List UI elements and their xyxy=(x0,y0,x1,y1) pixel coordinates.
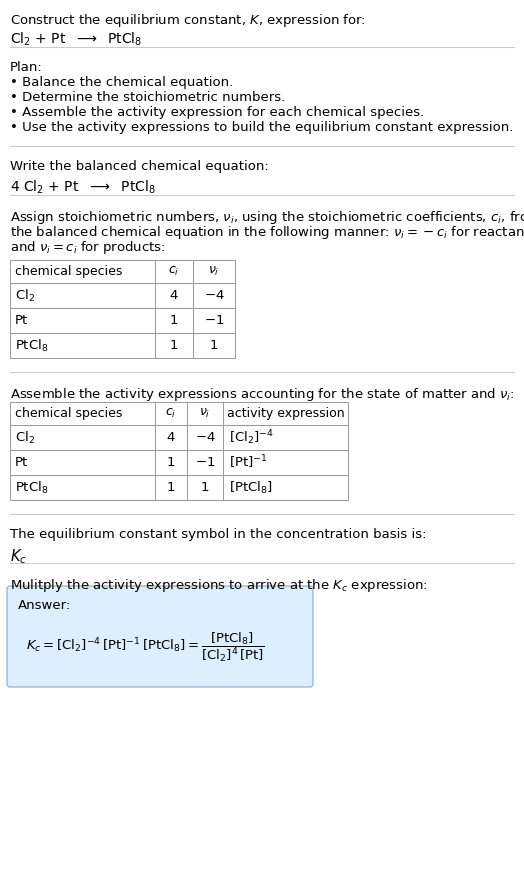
Text: $\nu_i$: $\nu_i$ xyxy=(209,265,220,278)
Text: $\nu_i$: $\nu_i$ xyxy=(199,407,211,420)
Text: $K_c = [\mathrm{Cl_2}]^{-4}\,[\mathrm{Pt}]^{-1}\,[\mathrm{PtCl_8}] = \dfrac{[\ma: $K_c = [\mathrm{Cl_2}]^{-4}\,[\mathrm{Pt… xyxy=(26,630,265,664)
Text: $K_c$: $K_c$ xyxy=(10,547,27,566)
Text: Assign stoichiometric numbers, $\nu_i$, using the stoichiometric coefficients, $: Assign stoichiometric numbers, $\nu_i$, … xyxy=(10,209,524,226)
Text: Pt: Pt xyxy=(15,314,28,327)
Text: 1: 1 xyxy=(167,456,175,469)
Text: Pt: Pt xyxy=(15,456,28,469)
Text: $\mathrm{Cl_2}$: $\mathrm{Cl_2}$ xyxy=(15,429,35,446)
Bar xyxy=(10,402,348,425)
Text: $\mathrm{Cl_2}$ + Pt  $\longrightarrow$  $\mathrm{PtCl_8}$: $\mathrm{Cl_2}$ + Pt $\longrightarrow$ $… xyxy=(10,31,143,48)
Text: 4: 4 xyxy=(170,289,178,302)
Text: activity expression: activity expression xyxy=(227,407,344,420)
Text: $\mathrm{Cl_2}$: $\mathrm{Cl_2}$ xyxy=(15,288,35,304)
Text: $-1$: $-1$ xyxy=(195,456,215,469)
Text: $\mathrm{PtCl_8}$: $\mathrm{PtCl_8}$ xyxy=(15,479,49,495)
Bar xyxy=(10,333,235,358)
Text: chemical species: chemical species xyxy=(15,265,123,278)
Text: • Balance the chemical equation.: • Balance the chemical equation. xyxy=(10,76,233,89)
Text: $[\mathrm{Pt}]^{-1}$: $[\mathrm{Pt}]^{-1}$ xyxy=(229,454,267,471)
Text: Answer:: Answer: xyxy=(18,599,71,612)
Text: chemical species: chemical species xyxy=(15,407,123,420)
Text: • Determine the stoichiometric numbers.: • Determine the stoichiometric numbers. xyxy=(10,91,285,104)
Text: Construct the equilibrium constant, $K$, expression for:: Construct the equilibrium constant, $K$,… xyxy=(10,12,366,29)
FancyBboxPatch shape xyxy=(7,586,313,687)
Text: $[\mathrm{Cl_2}]^{-4}$: $[\mathrm{Cl_2}]^{-4}$ xyxy=(229,429,274,447)
Text: $-1$: $-1$ xyxy=(204,314,224,327)
Text: $-4$: $-4$ xyxy=(194,431,215,444)
Text: $\mathrm{PtCl_8}$: $\mathrm{PtCl_8}$ xyxy=(15,338,49,354)
Text: 1: 1 xyxy=(210,339,219,352)
Bar xyxy=(10,425,348,450)
Text: Write the balanced chemical equation:: Write the balanced chemical equation: xyxy=(10,160,269,173)
Text: the balanced chemical equation in the following manner: $\nu_i = -c_i$ for react: the balanced chemical equation in the fo… xyxy=(10,224,524,241)
Text: Assemble the activity expressions accounting for the state of matter and $\nu_i$: Assemble the activity expressions accoun… xyxy=(10,386,515,403)
Text: $c_i$: $c_i$ xyxy=(168,265,180,278)
Text: 1: 1 xyxy=(201,481,209,494)
Text: The equilibrium constant symbol in the concentration basis is:: The equilibrium constant symbol in the c… xyxy=(10,528,427,541)
Text: 1: 1 xyxy=(167,481,175,494)
Text: 4: 4 xyxy=(167,431,175,444)
Text: 4 $\mathrm{Cl_2}$ + Pt  $\longrightarrow$  $\mathrm{PtCl_8}$: 4 $\mathrm{Cl_2}$ + Pt $\longrightarrow$… xyxy=(10,179,156,196)
Text: • Assemble the activity expression for each chemical species.: • Assemble the activity expression for e… xyxy=(10,106,424,119)
Text: 1: 1 xyxy=(170,339,178,352)
Bar xyxy=(10,450,348,475)
Text: Plan:: Plan: xyxy=(10,61,43,74)
Bar xyxy=(10,283,235,308)
Text: 1: 1 xyxy=(170,314,178,327)
Text: and $\nu_i = c_i$ for products:: and $\nu_i = c_i$ for products: xyxy=(10,239,166,256)
Text: • Use the activity expressions to build the equilibrium constant expression.: • Use the activity expressions to build … xyxy=(10,121,514,134)
Bar xyxy=(10,475,348,500)
Text: Mulitply the activity expressions to arrive at the $K_c$ expression:: Mulitply the activity expressions to arr… xyxy=(10,577,428,594)
Text: $[\mathrm{PtCl_8}]$: $[\mathrm{PtCl_8}]$ xyxy=(229,479,273,495)
Bar xyxy=(10,308,235,333)
Text: $c_i$: $c_i$ xyxy=(166,407,177,420)
Text: $-4$: $-4$ xyxy=(204,289,224,302)
Bar xyxy=(10,260,235,283)
